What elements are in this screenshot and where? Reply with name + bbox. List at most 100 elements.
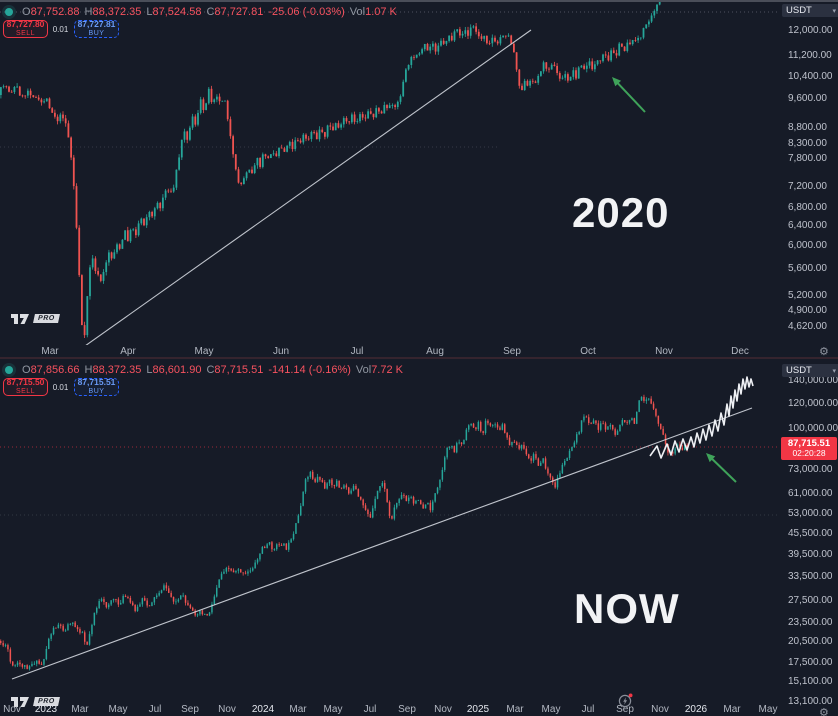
price-tick: 27,500.00 [788,595,833,606]
price-tick: 100,000.00 [788,423,838,434]
open-label: O [22,364,31,376]
time-tick: Dec [731,346,749,357]
price-tick: 39,500.00 [788,549,833,560]
panel-separator [0,357,838,359]
time-tick: Aug [426,346,444,357]
close-label: C [206,364,215,376]
price-tick: 6,000.00 [788,240,827,251]
chart-panel-2020: O87,752.88 H88,372.35 L87,524.58 C87,727… [0,0,838,358]
price-tick: 45,500.00 [788,528,833,539]
low-value: 86,601.90 [152,364,202,376]
sell-label: SELL [15,29,36,37]
ohlc-readout: O87,856.66 H88,372.35 L86,601.90 C87,715… [5,363,408,377]
time-tick: Jul [350,346,364,357]
price-tick: 9,600.00 [788,93,827,104]
time-tick: Nov [3,704,21,715]
price-tick: 6,800.00 [788,202,827,213]
price-tick: 4,900.00 [788,305,827,316]
buy-price: 87,727.81 [77,19,116,30]
time-tick: Mar [723,704,741,715]
spread-value: 0.01 [52,382,69,392]
sell-button[interactable]: 87,727.80 SELL [3,20,48,38]
price-tick: 12,000.00 [788,25,833,36]
close-value: 87,727.81 [214,6,264,18]
tradingview-watermark: PRO [10,311,60,326]
settings-gear-icon[interactable]: ⚙ [819,706,829,716]
price-axis[interactable]: USDT ▾ 12,000.00 11,200.00 10,400.00 9,600.… [780,0,838,358]
price-tick: 11,200.00 [788,50,832,61]
price-tick: 10,400.00 [788,71,833,82]
currency-label: USDT [786,365,812,376]
price-tick: 23,500.00 [788,617,833,628]
time-tick: Sep [616,704,634,715]
price-tick: 5,200.00 [788,290,827,301]
time-tick: 2024 [251,704,275,715]
bar-countdown: 02:20:28 [792,448,826,458]
price-axis[interactable]: USDT ▾ 140,000.00 120,000.00 100,000.00 73,… [780,358,838,716]
currency-selector[interactable]: USDT ▾ [782,4,838,17]
era-label-now: NOW [574,585,680,632]
time-tick: 2025 [466,704,490,715]
time-tick: Mar [71,704,89,715]
boost-icon[interactable] [618,693,633,708]
price-tick: 73,000.00 [788,464,833,475]
candlestick-chart-now[interactable] [0,358,780,703]
price-tick: 6,400.00 [788,220,827,231]
buy-button[interactable]: 87,727.81 BUY [74,20,119,38]
time-tick: Jul [581,704,595,715]
change-value: -25.06 (-0.03%) [268,6,345,18]
price-tick: 7,800.00 [788,153,827,164]
current-price-badge: 87,715.51 02:20:28 [781,437,837,460]
time-tick: May [758,704,778,715]
settings-gear-icon[interactable]: ⚙ [819,345,829,358]
volume-label: Vol [355,364,372,376]
sell-price: 87,727.80 [6,19,45,30]
tradingview-watermark: PRO [10,694,60,709]
tradingview-logo-icon [11,314,29,324]
time-tick: Sep [181,704,199,715]
change-value: -141.14 (-0.16%) [268,364,351,376]
high-value: 88,372.35 [92,6,142,18]
top-border [0,0,838,2]
low-label: L [146,364,153,376]
time-axis[interactable]: Mar Apr May Jun Jul Aug Sep Oct Nov Dec [0,345,780,358]
time-tick: Nov [655,346,673,357]
open-value: 87,752.88 [30,6,80,18]
open-value: 87,856.66 [30,364,80,376]
price-tick: 61,000.00 [788,488,833,499]
time-tick: 2026 [684,704,708,715]
chevron-down-icon: ▾ [832,7,836,15]
volume-label: Vol [349,6,366,18]
trade-buttons: 87,727.80 SELL 0.01 87,727.81 BUY [3,20,119,38]
time-tick: Apr [120,346,136,357]
sell-label: SELL [15,387,36,395]
high-label: H [84,364,93,376]
buy-label: BUY [88,387,105,395]
time-tick: Jul [148,704,162,715]
price-tick: 20,500.00 [788,636,833,647]
price-tick: 15,100.00 [788,676,833,687]
buy-button[interactable]: 87,715.51 BUY [74,378,119,396]
sell-button[interactable]: 87,715.50 SELL [3,378,48,396]
low-label: L [146,6,153,18]
buy-price: 87,715.51 [77,377,116,388]
trade-buttons: 87,715.50 SELL 0.01 87,715.51 BUY [3,378,119,396]
time-tick: May [194,346,214,357]
spread-value: 0.01 [52,24,69,34]
low-value: 87,524.58 [152,6,202,18]
time-tick: Nov [218,704,236,715]
time-tick: Mar [289,704,307,715]
high-label: H [84,6,93,18]
price-tick: 5,600.00 [788,263,827,274]
pro-badge: PRO [33,314,60,323]
currency-selector[interactable]: USDT ▾ [782,364,838,377]
candlestick-chart-2020[interactable] [0,0,780,345]
open-label: O [22,6,31,18]
time-tick: May [323,704,343,715]
connection-status-dot [5,8,13,16]
time-axis[interactable]: Nov 2023 Mar May Jul Sep Nov 2024 Mar May Jul Sep No… [0,703,780,716]
time-tick: 2023 [34,704,58,715]
current-price: 87,715.51 [787,438,831,449]
price-tick: 4,620.00 [788,321,827,332]
price-tick: 53,000.00 [788,508,833,519]
